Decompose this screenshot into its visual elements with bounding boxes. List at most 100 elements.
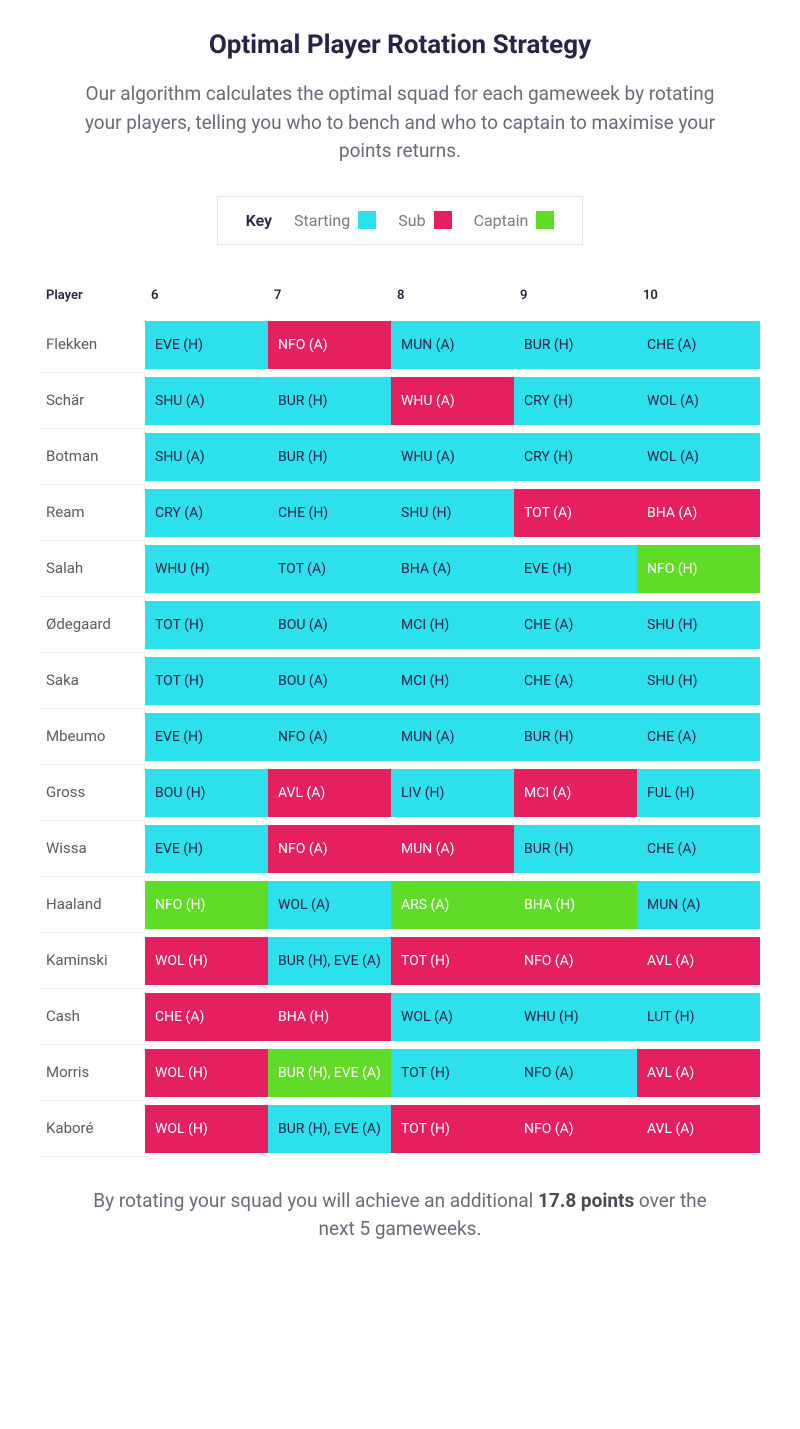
legend-item-captain: Captain (474, 211, 555, 230)
fixture-cell: CRY (A) (145, 485, 268, 541)
player-name-cell: Cash (40, 989, 145, 1045)
intro-text: Our algorithm calculates the optimal squ… (70, 80, 730, 166)
player-name-cell: Kaminski (40, 933, 145, 989)
fixture-cell: BUR (H) (268, 373, 391, 429)
fixture-cell: EVE (H) (145, 709, 268, 765)
table-row: KaminskiWOL (H)BUR (H), EVE (A)TOT (H)NF… (40, 933, 760, 989)
fixture-cell: BOU (A) (268, 653, 391, 709)
player-name-cell: Morris (40, 1045, 145, 1101)
player-name-cell: Salah (40, 541, 145, 597)
fixture-cell: BUR (H), EVE (A) (268, 933, 391, 989)
table-row: SakaTOT (H)BOU (A)MCI (H)CHE (A)SHU (H) (40, 653, 760, 709)
fixture-cell: AVL (A) (637, 933, 760, 989)
header-player: Player (40, 280, 145, 317)
fixture-cell: NFO (A) (514, 933, 637, 989)
player-name-cell: Ream (40, 485, 145, 541)
fixture-cell: TOT (H) (391, 933, 514, 989)
page-title: Optimal Player Rotation Strategy (40, 30, 760, 60)
legend: Key StartingSubCaptain (217, 196, 584, 245)
fixture-cell: MUN (A) (391, 317, 514, 373)
fixture-cell: MUN (A) (391, 821, 514, 877)
fixture-cell: MCI (H) (391, 597, 514, 653)
fixture-cell: AVL (A) (268, 765, 391, 821)
table-row: MbeumoEVE (H)NFO (A)MUN (A)BUR (H)CHE (A… (40, 709, 760, 765)
fixture-cell: CHE (A) (145, 989, 268, 1045)
fixture-cell: MCI (A) (514, 765, 637, 821)
legend-title: Key (246, 211, 272, 230)
fixture-cell: BOU (A) (268, 597, 391, 653)
fixture-cell: WOL (A) (637, 429, 760, 485)
fixture-cell: BUR (H), EVE (A) (268, 1045, 391, 1101)
captain-swatch (536, 211, 554, 229)
table-row: SchärSHU (A)BUR (H)WHU (A)CRY (H)WOL (A) (40, 373, 760, 429)
fixture-cell: AVL (A) (637, 1045, 760, 1101)
fixture-cell: NFO (H) (145, 877, 268, 933)
fixture-cell: WHU (H) (514, 989, 637, 1045)
fixture-cell: TOT (A) (268, 541, 391, 597)
fixture-cell: CHE (A) (637, 317, 760, 373)
header-gw: 8 (391, 280, 514, 317)
fixture-cell: BUR (H) (514, 821, 637, 877)
fixture-cell: WHU (A) (391, 373, 514, 429)
player-name-cell: Saka (40, 653, 145, 709)
player-name-cell: Schär (40, 373, 145, 429)
table-row: CashCHE (A)BHA (H)WOL (A)WHU (H)LUT (H) (40, 989, 760, 1045)
table-row: BotmanSHU (A)BUR (H)WHU (A)CRY (H)WOL (A… (40, 429, 760, 485)
fixture-cell: MUN (A) (637, 877, 760, 933)
legend-label: Captain (474, 211, 529, 230)
fixture-cell: NFO (A) (514, 1101, 637, 1157)
fixture-cell: LUT (H) (637, 989, 760, 1045)
table-row: SalahWHU (H)TOT (A)BHA (A)EVE (H)NFO (H) (40, 541, 760, 597)
footer-note: By rotating your squad you will achieve … (80, 1187, 720, 1244)
fixture-cell: SHU (H) (637, 653, 760, 709)
fixture-cell: EVE (H) (145, 317, 268, 373)
fixture-cell: NFO (H) (637, 541, 760, 597)
fixture-cell: LIV (H) (391, 765, 514, 821)
fixture-cell: WOL (H) (145, 933, 268, 989)
fixture-cell: AVL (A) (637, 1101, 760, 1157)
fixture-cell: SHU (H) (637, 597, 760, 653)
fixture-cell: BOU (H) (145, 765, 268, 821)
fixture-cell: TOT (H) (145, 653, 268, 709)
fixture-cell: EVE (H) (145, 821, 268, 877)
rotation-table: Player678910 FlekkenEVE (H)NFO (A)MUN (A… (40, 280, 760, 1157)
header-gw: 6 (145, 280, 268, 317)
fixture-cell: SHU (A) (145, 429, 268, 485)
fixture-cell: WOL (A) (637, 373, 760, 429)
fixture-cell: ARS (A) (391, 877, 514, 933)
fixture-cell: WOL (H) (145, 1101, 268, 1157)
fixture-cell: TOT (H) (391, 1101, 514, 1157)
fixture-cell: WHU (A) (391, 429, 514, 485)
table-row: ReamCRY (A)CHE (H)SHU (H)TOT (A)BHA (A) (40, 485, 760, 541)
fixture-cell: WHU (H) (145, 541, 268, 597)
fixture-cell: BHA (A) (391, 541, 514, 597)
sub-swatch (434, 211, 452, 229)
fixture-cell: CHE (A) (637, 821, 760, 877)
fixture-cell: EVE (H) (514, 541, 637, 597)
fixture-cell: BHA (H) (514, 877, 637, 933)
fixture-cell: SHU (H) (391, 485, 514, 541)
fixture-cell: TOT (A) (514, 485, 637, 541)
fixture-cell: BUR (H) (514, 317, 637, 373)
header-gw: 9 (514, 280, 637, 317)
player-name-cell: Flekken (40, 317, 145, 373)
player-name-cell: Ødegaard (40, 597, 145, 653)
fixture-cell: CRY (H) (514, 373, 637, 429)
footer-bold: 17.8 points (538, 1189, 634, 1212)
player-name-cell: Gross (40, 765, 145, 821)
fixture-cell: BUR (H) (268, 429, 391, 485)
fixture-cell: BHA (A) (637, 485, 760, 541)
legend-label: Sub (398, 211, 425, 230)
fixture-cell: NFO (A) (268, 709, 391, 765)
fixture-cell: BUR (H), EVE (A) (268, 1101, 391, 1157)
player-name-cell: Haaland (40, 877, 145, 933)
footer-pre: By rotating your squad you will achieve … (93, 1189, 538, 1212)
header-gw: 7 (268, 280, 391, 317)
fixture-cell: CHE (A) (514, 597, 637, 653)
table-row: GrossBOU (H)AVL (A)LIV (H)MCI (A)FUL (H) (40, 765, 760, 821)
fixture-cell: BHA (H) (268, 989, 391, 1045)
fixture-cell: TOT (H) (145, 597, 268, 653)
starting-swatch (358, 211, 376, 229)
table-row: HaalandNFO (H)WOL (A)ARS (A)BHA (H)MUN (… (40, 877, 760, 933)
fixture-cell: WOL (A) (391, 989, 514, 1045)
